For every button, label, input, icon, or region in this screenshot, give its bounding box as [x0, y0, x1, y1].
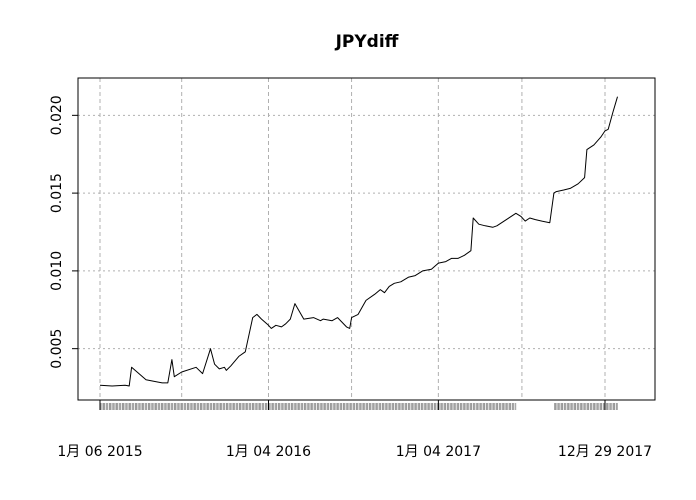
y-tick-label: 0.005	[49, 329, 65, 369]
chart-title: JPYdiff	[335, 32, 399, 52]
y-tick-label: 0.020	[49, 95, 65, 135]
y-tick-label: 0.015	[49, 173, 65, 213]
x-axis-rug	[99, 403, 618, 410]
y-axis: 0.005 0.010 0.015 0.020	[49, 95, 78, 369]
x-axis: 1月 06 2015 1月 04 2016 1月 04 2017 12月 29 201…	[57, 400, 652, 460]
grid-lines	[78, 78, 655, 400]
x-tick-label: 1月 06 2015	[57, 444, 142, 460]
y-tick-label: 0.010	[49, 251, 65, 291]
x-tick-label: 12月 29 2017	[558, 444, 652, 460]
series-layer	[99, 96, 618, 387]
plot-frame	[77, 77, 656, 401]
x-tick-label: 1月 04 2017	[396, 444, 481, 460]
series-line	[99, 96, 618, 387]
x-tick-label: 1月 04 2016	[226, 444, 311, 460]
